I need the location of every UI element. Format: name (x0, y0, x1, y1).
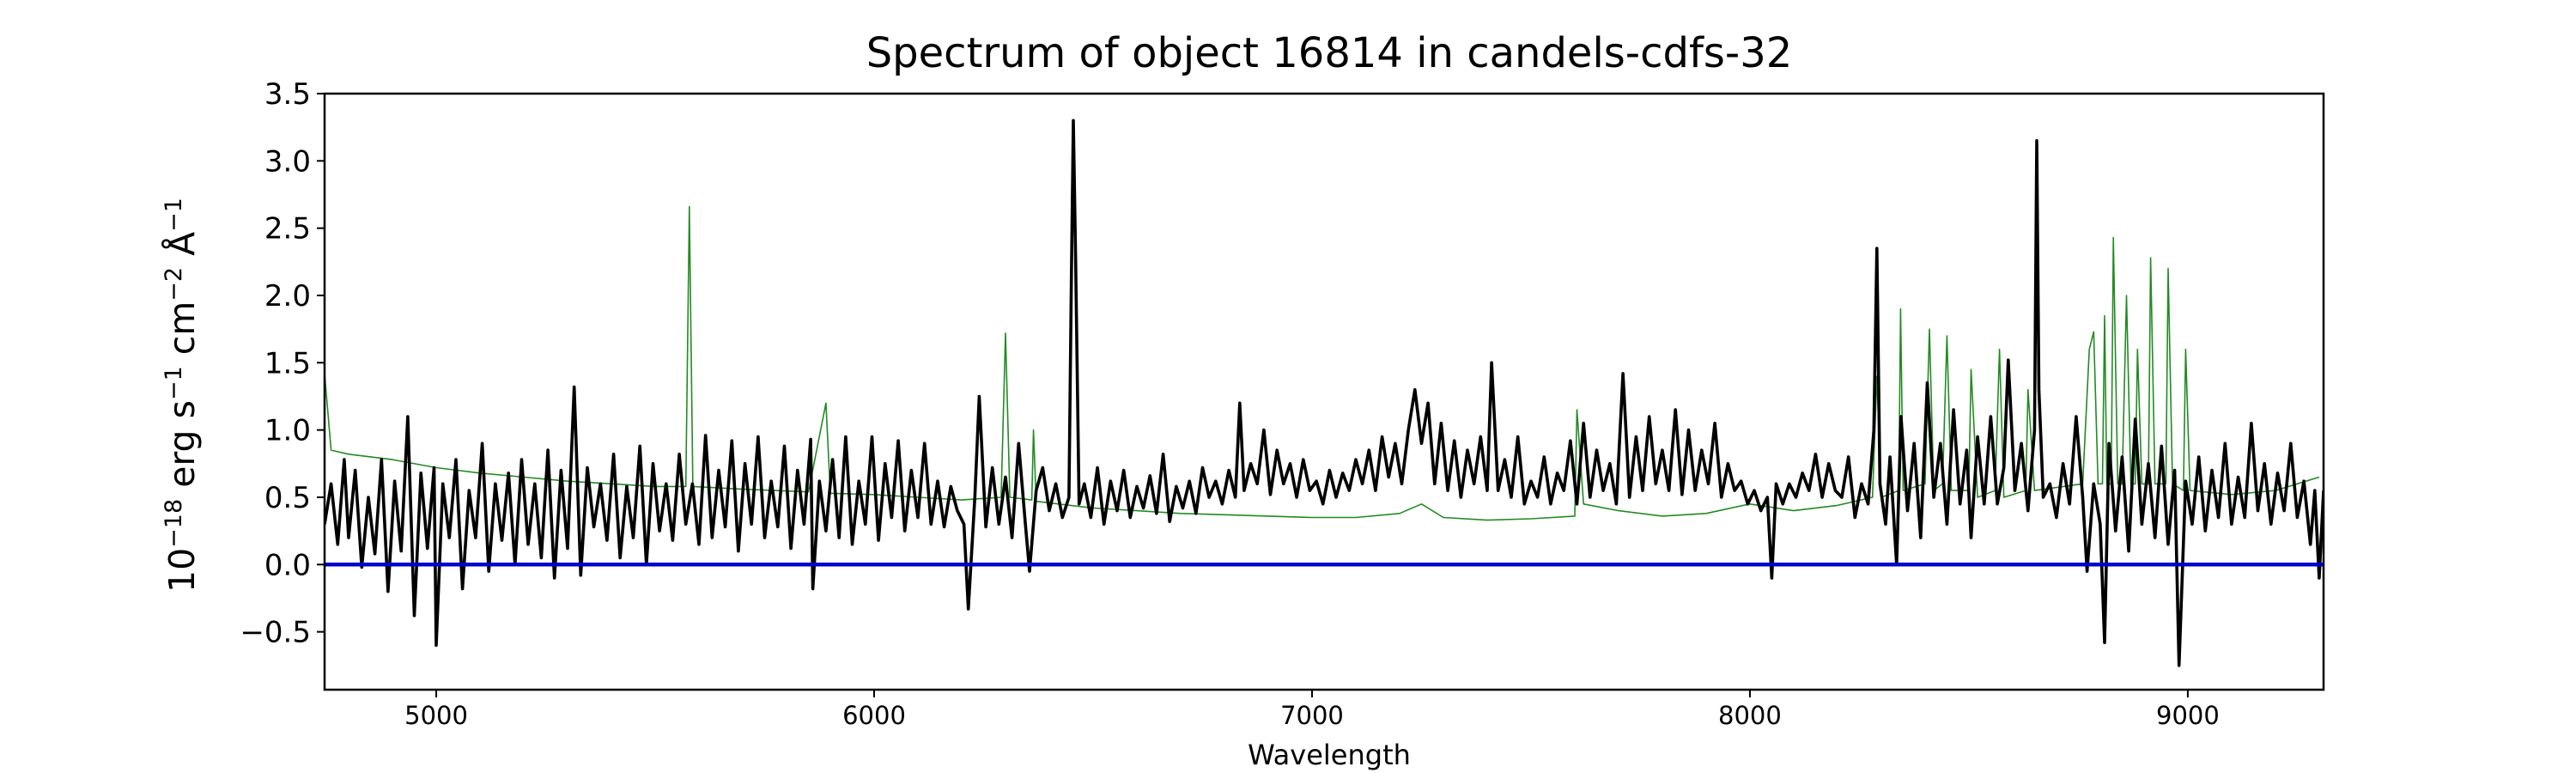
flux-series-line (325, 119, 2324, 667)
y-axis: −0.5 0.0 0.5 1.0 1.5 2.0 2.5 3.0 3.5 (240, 77, 325, 650)
chart-title: Spectrum of object 16814 in candels-cdfs… (866, 29, 1793, 77)
y-tick-label: 1.5 (264, 346, 311, 380)
y-tick-label: 2.0 (264, 279, 311, 313)
x-tick-label: 5000 (404, 701, 468, 730)
error-series-line (325, 205, 2320, 521)
plot-area (325, 119, 2324, 667)
x-tick-label: 8000 (1718, 701, 1782, 730)
x-tick-label: 6000 (842, 701, 906, 730)
x-tick-label: 9000 (2156, 701, 2220, 730)
y-tick-label: 0.5 (264, 481, 311, 515)
y-tick-label: 2.5 (264, 212, 311, 247)
x-axis-label: Wavelength (1248, 739, 1411, 771)
y-tick-label: −0.5 (240, 616, 311, 650)
plot-frame (323, 92, 2325, 691)
y-tick-label: 3.5 (264, 77, 311, 112)
y-tick-label: 3.0 (264, 144, 311, 179)
x-tick-label: 7000 (1280, 701, 1344, 730)
y-axis-label: 10−18 erg s−1 cm−2 Å−1 (161, 198, 204, 593)
y-tick-label: 0.0 (264, 548, 311, 582)
x-axis: 5000 6000 7000 8000 9000 (404, 690, 2220, 730)
y-tick-label: 1.0 (264, 414, 311, 448)
